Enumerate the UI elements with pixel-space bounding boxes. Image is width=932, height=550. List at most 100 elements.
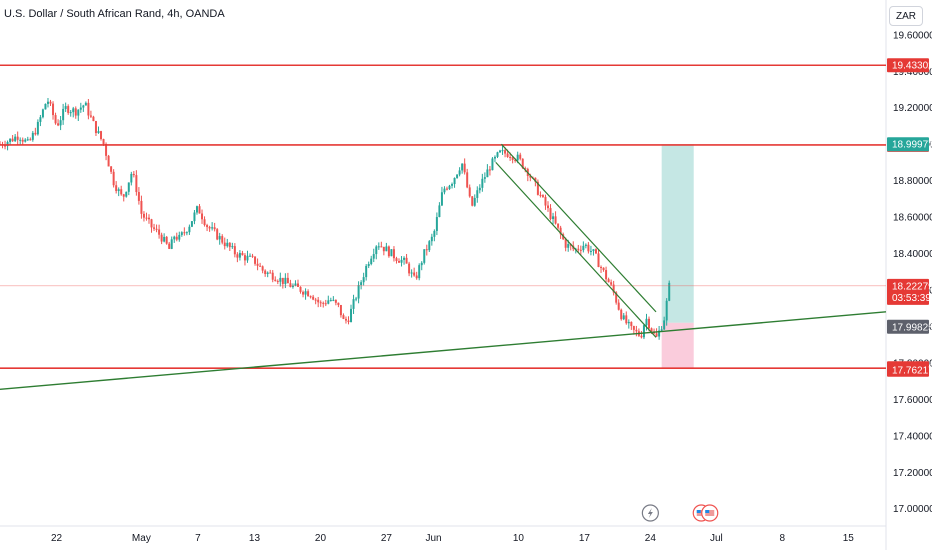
candle-body bbox=[216, 229, 219, 240]
candle-body bbox=[291, 285, 294, 288]
x-tick-label: Jul bbox=[710, 533, 723, 544]
y-tick-label: 17.20000 bbox=[893, 468, 932, 479]
candle-body bbox=[314, 299, 317, 301]
candle-body bbox=[403, 257, 406, 260]
x-tick-label: 13 bbox=[249, 533, 261, 544]
candle-body bbox=[213, 227, 216, 230]
candle-body bbox=[163, 236, 166, 242]
x-tick-label: 22 bbox=[51, 533, 63, 544]
candle-body bbox=[193, 212, 196, 222]
candle-body bbox=[190, 221, 193, 227]
candle-body bbox=[567, 244, 570, 248]
candle-body bbox=[72, 108, 75, 113]
candle-body bbox=[370, 258, 373, 265]
candle-body bbox=[534, 177, 537, 182]
candle-body bbox=[178, 234, 181, 240]
y-tick-label: 17.00000 bbox=[893, 504, 932, 515]
candle-body bbox=[238, 252, 241, 258]
candle-body bbox=[14, 136, 17, 142]
channel-upper-line bbox=[500, 143, 657, 313]
candle-body bbox=[632, 326, 635, 330]
candle-body bbox=[375, 246, 378, 255]
candle-body bbox=[312, 296, 315, 300]
candle-body bbox=[418, 265, 421, 279]
candle-body bbox=[554, 216, 557, 224]
candle-body bbox=[9, 138, 12, 143]
candle-body bbox=[390, 249, 393, 257]
candle-body bbox=[584, 244, 587, 246]
candle-body bbox=[185, 232, 188, 234]
candle-body bbox=[64, 106, 67, 109]
candle-body bbox=[54, 115, 57, 124]
candle-body bbox=[59, 120, 62, 126]
candle-body bbox=[622, 315, 625, 320]
candle-body bbox=[612, 284, 615, 293]
candle-body bbox=[413, 272, 416, 276]
candle-body bbox=[372, 254, 375, 259]
candle-body bbox=[541, 195, 544, 197]
candle-body bbox=[557, 223, 560, 228]
candle-body bbox=[110, 166, 113, 172]
candle-body bbox=[39, 117, 42, 122]
candle-body bbox=[100, 131, 103, 140]
candle-body bbox=[430, 236, 433, 242]
candle-body bbox=[319, 302, 322, 304]
candle-body bbox=[329, 300, 332, 302]
candle-body bbox=[387, 246, 390, 257]
candle-body bbox=[160, 234, 163, 242]
candle-body bbox=[254, 256, 257, 264]
candle-body bbox=[615, 292, 618, 303]
countdown-label: 03:53:39 bbox=[892, 293, 931, 304]
candle-body bbox=[198, 206, 201, 214]
candle-body bbox=[655, 333, 658, 337]
candle-body bbox=[587, 244, 590, 252]
candle-body bbox=[183, 232, 186, 234]
candle-body bbox=[284, 277, 287, 284]
candle-body bbox=[640, 335, 643, 338]
candle-body bbox=[142, 213, 145, 218]
candle-body bbox=[274, 279, 277, 282]
candle-body bbox=[317, 299, 320, 303]
candle-body bbox=[519, 154, 522, 159]
candle-body bbox=[125, 191, 128, 197]
candle-body bbox=[377, 246, 380, 248]
candle-body bbox=[203, 219, 206, 226]
candle-body bbox=[564, 239, 567, 248]
candle-body bbox=[266, 272, 269, 274]
candle-body bbox=[299, 286, 302, 292]
candle-body bbox=[322, 302, 325, 304]
candle-body bbox=[625, 315, 628, 324]
candle-body bbox=[367, 264, 370, 266]
candle-body bbox=[201, 213, 204, 220]
candle-body bbox=[524, 168, 527, 170]
candle-body bbox=[11, 138, 14, 142]
candle-body bbox=[233, 246, 236, 255]
currency-button[interactable]: ZAR bbox=[889, 6, 923, 26]
candle-body bbox=[476, 190, 479, 198]
candle-body bbox=[327, 300, 330, 304]
candle-body bbox=[26, 139, 29, 141]
price-tag-label: 17.76217 bbox=[892, 365, 932, 376]
y-tick-label: 17.40000 bbox=[893, 431, 932, 442]
candle-body bbox=[445, 188, 448, 190]
candle-body bbox=[168, 243, 171, 249]
candle-body bbox=[145, 217, 148, 219]
candle-body bbox=[471, 196, 474, 206]
candle-body bbox=[620, 309, 623, 320]
candle-body bbox=[499, 150, 502, 153]
candle-body bbox=[92, 116, 95, 122]
x-tick-label: May bbox=[132, 533, 151, 544]
candle-body bbox=[491, 158, 494, 171]
candle-body bbox=[281, 277, 284, 284]
candle-body bbox=[443, 188, 446, 193]
x-tick-label: 10 bbox=[513, 533, 525, 544]
candle-body bbox=[228, 242, 231, 248]
candle-body bbox=[410, 272, 413, 274]
flag-icon bbox=[705, 510, 710, 513]
candle-body bbox=[362, 277, 365, 283]
candle-body bbox=[496, 152, 499, 157]
candle-body bbox=[355, 298, 358, 300]
x-tick-label: 24 bbox=[645, 533, 657, 544]
candle-body bbox=[483, 177, 486, 179]
